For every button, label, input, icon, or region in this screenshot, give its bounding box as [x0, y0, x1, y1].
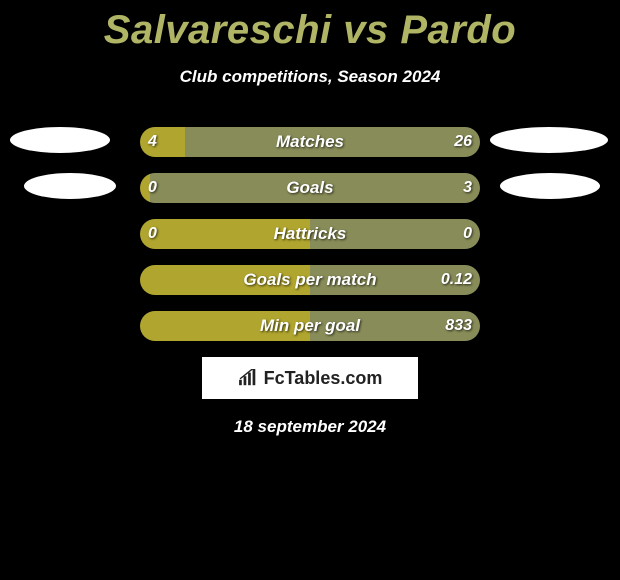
logo: FcTables.com — [238, 368, 383, 389]
bar-left — [140, 219, 310, 249]
player-oval — [500, 173, 600, 199]
logo-box: FcTables.com — [202, 357, 418, 399]
stat-value-left: 0 — [148, 173, 157, 203]
bar-left — [140, 265, 310, 295]
stat-value-left: 0 — [148, 219, 157, 249]
stat-value-right: 3 — [463, 173, 472, 203]
logo-text: FcTables.com — [264, 368, 383, 389]
player-oval — [10, 127, 110, 153]
bar-container — [140, 173, 480, 203]
bar-container — [140, 219, 480, 249]
chart-icon — [238, 369, 260, 387]
bar-right — [310, 219, 480, 249]
page-title: Salvareschi vs Pardo — [0, 0, 620, 53]
stat-value-right: 26 — [454, 127, 472, 157]
player-oval — [490, 127, 608, 153]
stat-row: Goals per match0.12 — [0, 265, 620, 295]
stats-area: Matches426Goals03Hattricks00Goals per ma… — [0, 127, 620, 341]
stat-value-right: 833 — [445, 311, 472, 341]
bar-container — [140, 127, 480, 157]
bar-container — [140, 311, 480, 341]
stat-row: Min per goal833 — [0, 311, 620, 341]
bar-container — [140, 265, 480, 295]
date-line: 18 september 2024 — [0, 417, 620, 437]
stat-row: Hattricks00 — [0, 219, 620, 249]
bar-right — [185, 127, 480, 157]
subtitle: Club competitions, Season 2024 — [0, 67, 620, 87]
stat-value-left: 4 — [148, 127, 157, 157]
player-oval — [24, 173, 116, 199]
stat-value-right: 0 — [463, 219, 472, 249]
bar-left — [140, 127, 185, 157]
stat-value-right: 0.12 — [441, 265, 472, 295]
bar-right — [150, 173, 480, 203]
bar-left — [140, 311, 310, 341]
